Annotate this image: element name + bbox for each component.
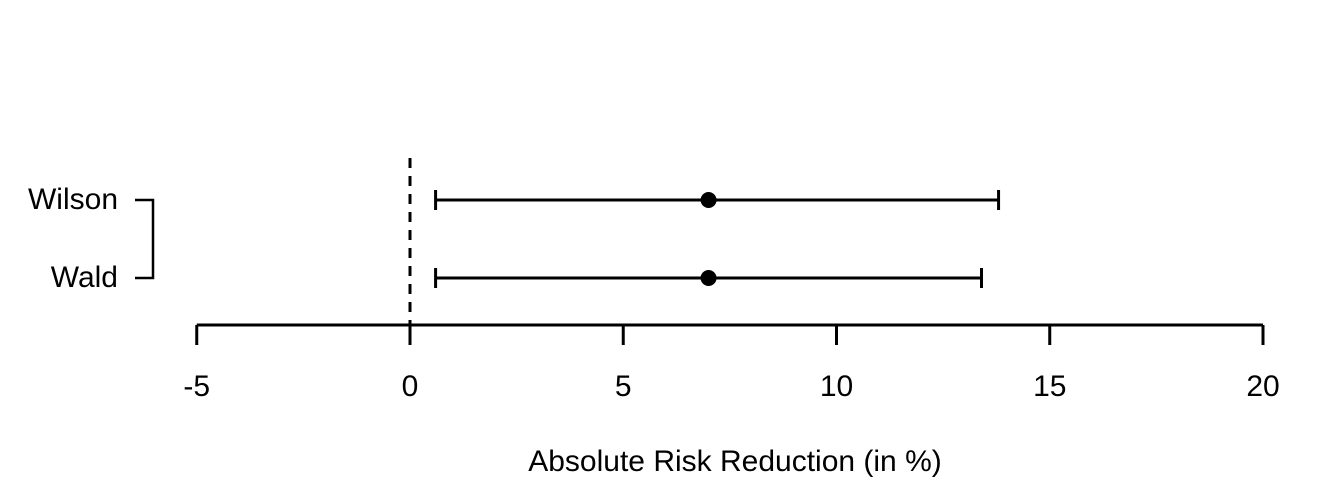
category-bracket bbox=[135, 198, 155, 280]
x-tick-label: 10 bbox=[820, 370, 853, 403]
x-tick-label: 5 bbox=[615, 370, 632, 403]
x-tick-label: 0 bbox=[402, 370, 419, 403]
x-tick-label: 15 bbox=[1033, 370, 1066, 403]
x-tick-label: -5 bbox=[183, 370, 210, 403]
x-axis-title: Absolute Risk Reduction (in %) bbox=[528, 445, 942, 478]
x-tick-label: 20 bbox=[1246, 370, 1279, 403]
category-label-wald: Wald bbox=[50, 261, 118, 294]
category-label-wilson: Wilson bbox=[27, 183, 118, 216]
point-estimate-wilson bbox=[700, 192, 717, 208]
point-estimate-wald bbox=[700, 270, 717, 286]
